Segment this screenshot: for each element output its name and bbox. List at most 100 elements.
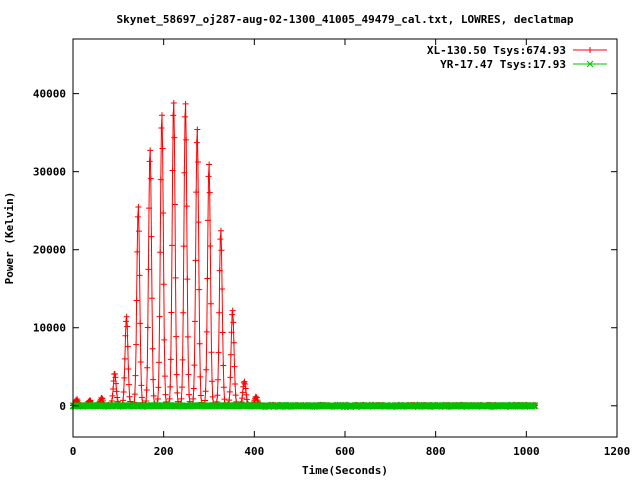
series-xl-point	[156, 359, 163, 366]
x-tick-label: 0	[70, 445, 77, 458]
series-xl-point	[204, 275, 211, 282]
series-xl-point	[169, 167, 176, 174]
series-xl-point	[185, 371, 192, 378]
series-xl-point	[227, 374, 234, 381]
series-xl-point	[160, 209, 167, 216]
series-xl-point	[239, 389, 246, 396]
series-xl-point	[227, 351, 234, 358]
series-xl-point	[194, 159, 201, 166]
series-xl-point	[133, 341, 140, 348]
series-xl-point	[209, 393, 216, 400]
series-xl-point	[113, 388, 120, 395]
series-xl-point	[169, 242, 176, 249]
series-xl-point	[133, 297, 140, 304]
series-xl-point	[181, 113, 188, 120]
series-xl-point	[219, 329, 226, 336]
series-xl-point	[143, 387, 150, 394]
series-xl-point	[161, 336, 168, 343]
series-xl-point	[146, 205, 153, 212]
series-xl-point	[157, 249, 164, 256]
series-xl-point	[192, 257, 199, 264]
series-xl-point	[121, 355, 128, 362]
series-xl-point	[196, 340, 203, 347]
y-axis-label: Power (Kelvin)	[3, 192, 16, 285]
series-xl-point	[220, 384, 227, 391]
series-xl-point	[158, 125, 165, 132]
series-xl-point	[193, 189, 200, 196]
series-xl-point	[221, 396, 228, 403]
series-xl-point	[229, 311, 236, 318]
series-xl-point	[174, 389, 181, 396]
series-xl-point	[208, 349, 215, 356]
y-tick-label: 40000	[33, 88, 66, 101]
series-xl-point	[111, 370, 118, 377]
series-xl-point	[149, 345, 156, 352]
x-tick-label: 1000	[513, 445, 540, 458]
series-xl-point	[148, 295, 155, 302]
series-xl-point	[217, 236, 224, 243]
series-xl-point	[182, 100, 189, 107]
series-xl-point	[110, 385, 117, 392]
series-xl-point	[214, 392, 221, 399]
series-xl-point	[218, 247, 225, 254]
series-xl-point	[190, 385, 197, 392]
series-xl-point	[197, 392, 204, 399]
x-tick-label: 800	[426, 445, 446, 458]
series-xl-point	[179, 356, 186, 363]
series-xl-point	[147, 175, 154, 182]
series-xl-point	[131, 391, 138, 398]
series-xl-point	[240, 379, 247, 386]
series-xl-point	[191, 362, 198, 369]
series-xl-point	[122, 332, 129, 339]
series-xl-point	[123, 313, 130, 320]
series-xl-point	[209, 378, 216, 385]
series-xl-point	[186, 391, 193, 398]
series-xl-point	[253, 394, 260, 401]
y-tick-label: 10000	[33, 322, 66, 335]
x-tick-label: 600	[335, 445, 355, 458]
series-xl-point	[232, 392, 239, 399]
y-tick-label: 0	[59, 400, 66, 413]
series-xl-point	[168, 309, 175, 316]
series-xl-point	[159, 145, 166, 152]
series-xl-point	[242, 385, 249, 392]
x-axis-label: Time(Seconds)	[302, 464, 388, 477]
series-xl-point	[170, 99, 177, 106]
series-xl-point	[146, 158, 153, 165]
series-xl-point	[150, 392, 157, 399]
series-xl-point	[184, 333, 191, 340]
series-xl-point	[132, 372, 139, 379]
series-xl-point	[219, 285, 226, 292]
series-xl-point	[207, 242, 214, 249]
series-xl-point	[180, 243, 187, 250]
series-xl-point	[231, 363, 238, 370]
series-xl-point	[137, 320, 144, 327]
legend-marker-yr	[586, 60, 594, 68]
series-xl-point	[158, 112, 165, 119]
series-xl-point	[170, 112, 177, 119]
series-xl-point	[190, 395, 197, 402]
series-xl-point	[215, 349, 222, 356]
series-xl-point	[160, 281, 167, 288]
series-xl-point	[134, 248, 141, 255]
series-xl-point	[144, 324, 151, 331]
series-xl-point	[113, 380, 120, 387]
legend-entry-yr: YR-17.47 Tsys:17.93	[440, 58, 566, 71]
series-xl-point	[138, 382, 145, 389]
series-xl-point	[98, 395, 105, 402]
series-xl-point	[120, 388, 127, 395]
series-xl-point	[196, 286, 203, 293]
series-xl-point	[145, 266, 152, 273]
series-xl-point	[239, 395, 246, 402]
legend-entry-xl: XL-130.50 Tsys:674.93	[427, 44, 566, 57]
series-xl-point	[125, 381, 132, 388]
series-xl-point	[156, 313, 163, 320]
series-xl-point	[184, 276, 191, 283]
series-xl-point	[206, 189, 213, 196]
series-xl-point	[195, 219, 202, 226]
series-xl-point	[173, 333, 180, 340]
series-xl-point	[191, 318, 198, 325]
x-tick-label: 400	[244, 445, 264, 458]
series-xl-point	[243, 391, 250, 398]
x-tick-label: 1200	[604, 445, 631, 458]
